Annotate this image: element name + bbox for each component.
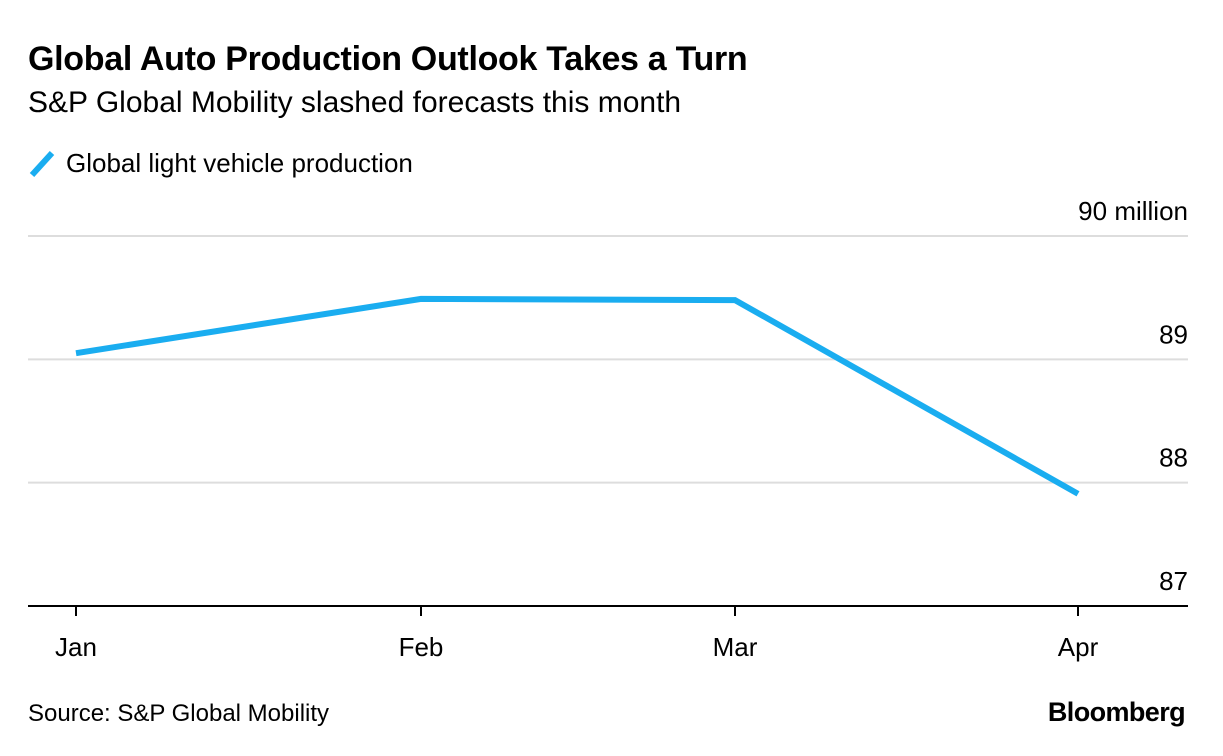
chart-subtitle: S&P Global Mobility slashed forecasts th… (28, 86, 682, 119)
legend-swatch (29, 150, 55, 178)
y-tick-label: 88 (1159, 443, 1188, 473)
line-chart: 87 88 89 90 million Jan Feb Mar Apr (28, 196, 1188, 662)
x-tick-label: Feb (399, 632, 444, 662)
legend-label: Global light vehicle production (66, 147, 413, 178)
x-tick-label: Mar (713, 632, 758, 662)
x-tick-label: Jan (55, 632, 97, 662)
legend: Global light vehicle production (28, 145, 413, 181)
y-tick-label: 87 (1159, 566, 1188, 596)
x-tick-label: Apr (1058, 632, 1099, 662)
source-note: Source: S&P Global Mobility (28, 700, 330, 727)
bloomberg-logo: Bloomberg (1047, 697, 1186, 727)
y-tick-label: 90 million (1078, 196, 1188, 226)
y-tick-label: 89 (1159, 319, 1188, 349)
legend-line (29, 150, 55, 178)
series-line (75, 295, 1080, 497)
chart-title: Global Auto Production Outlook Takes a T… (28, 40, 748, 78)
